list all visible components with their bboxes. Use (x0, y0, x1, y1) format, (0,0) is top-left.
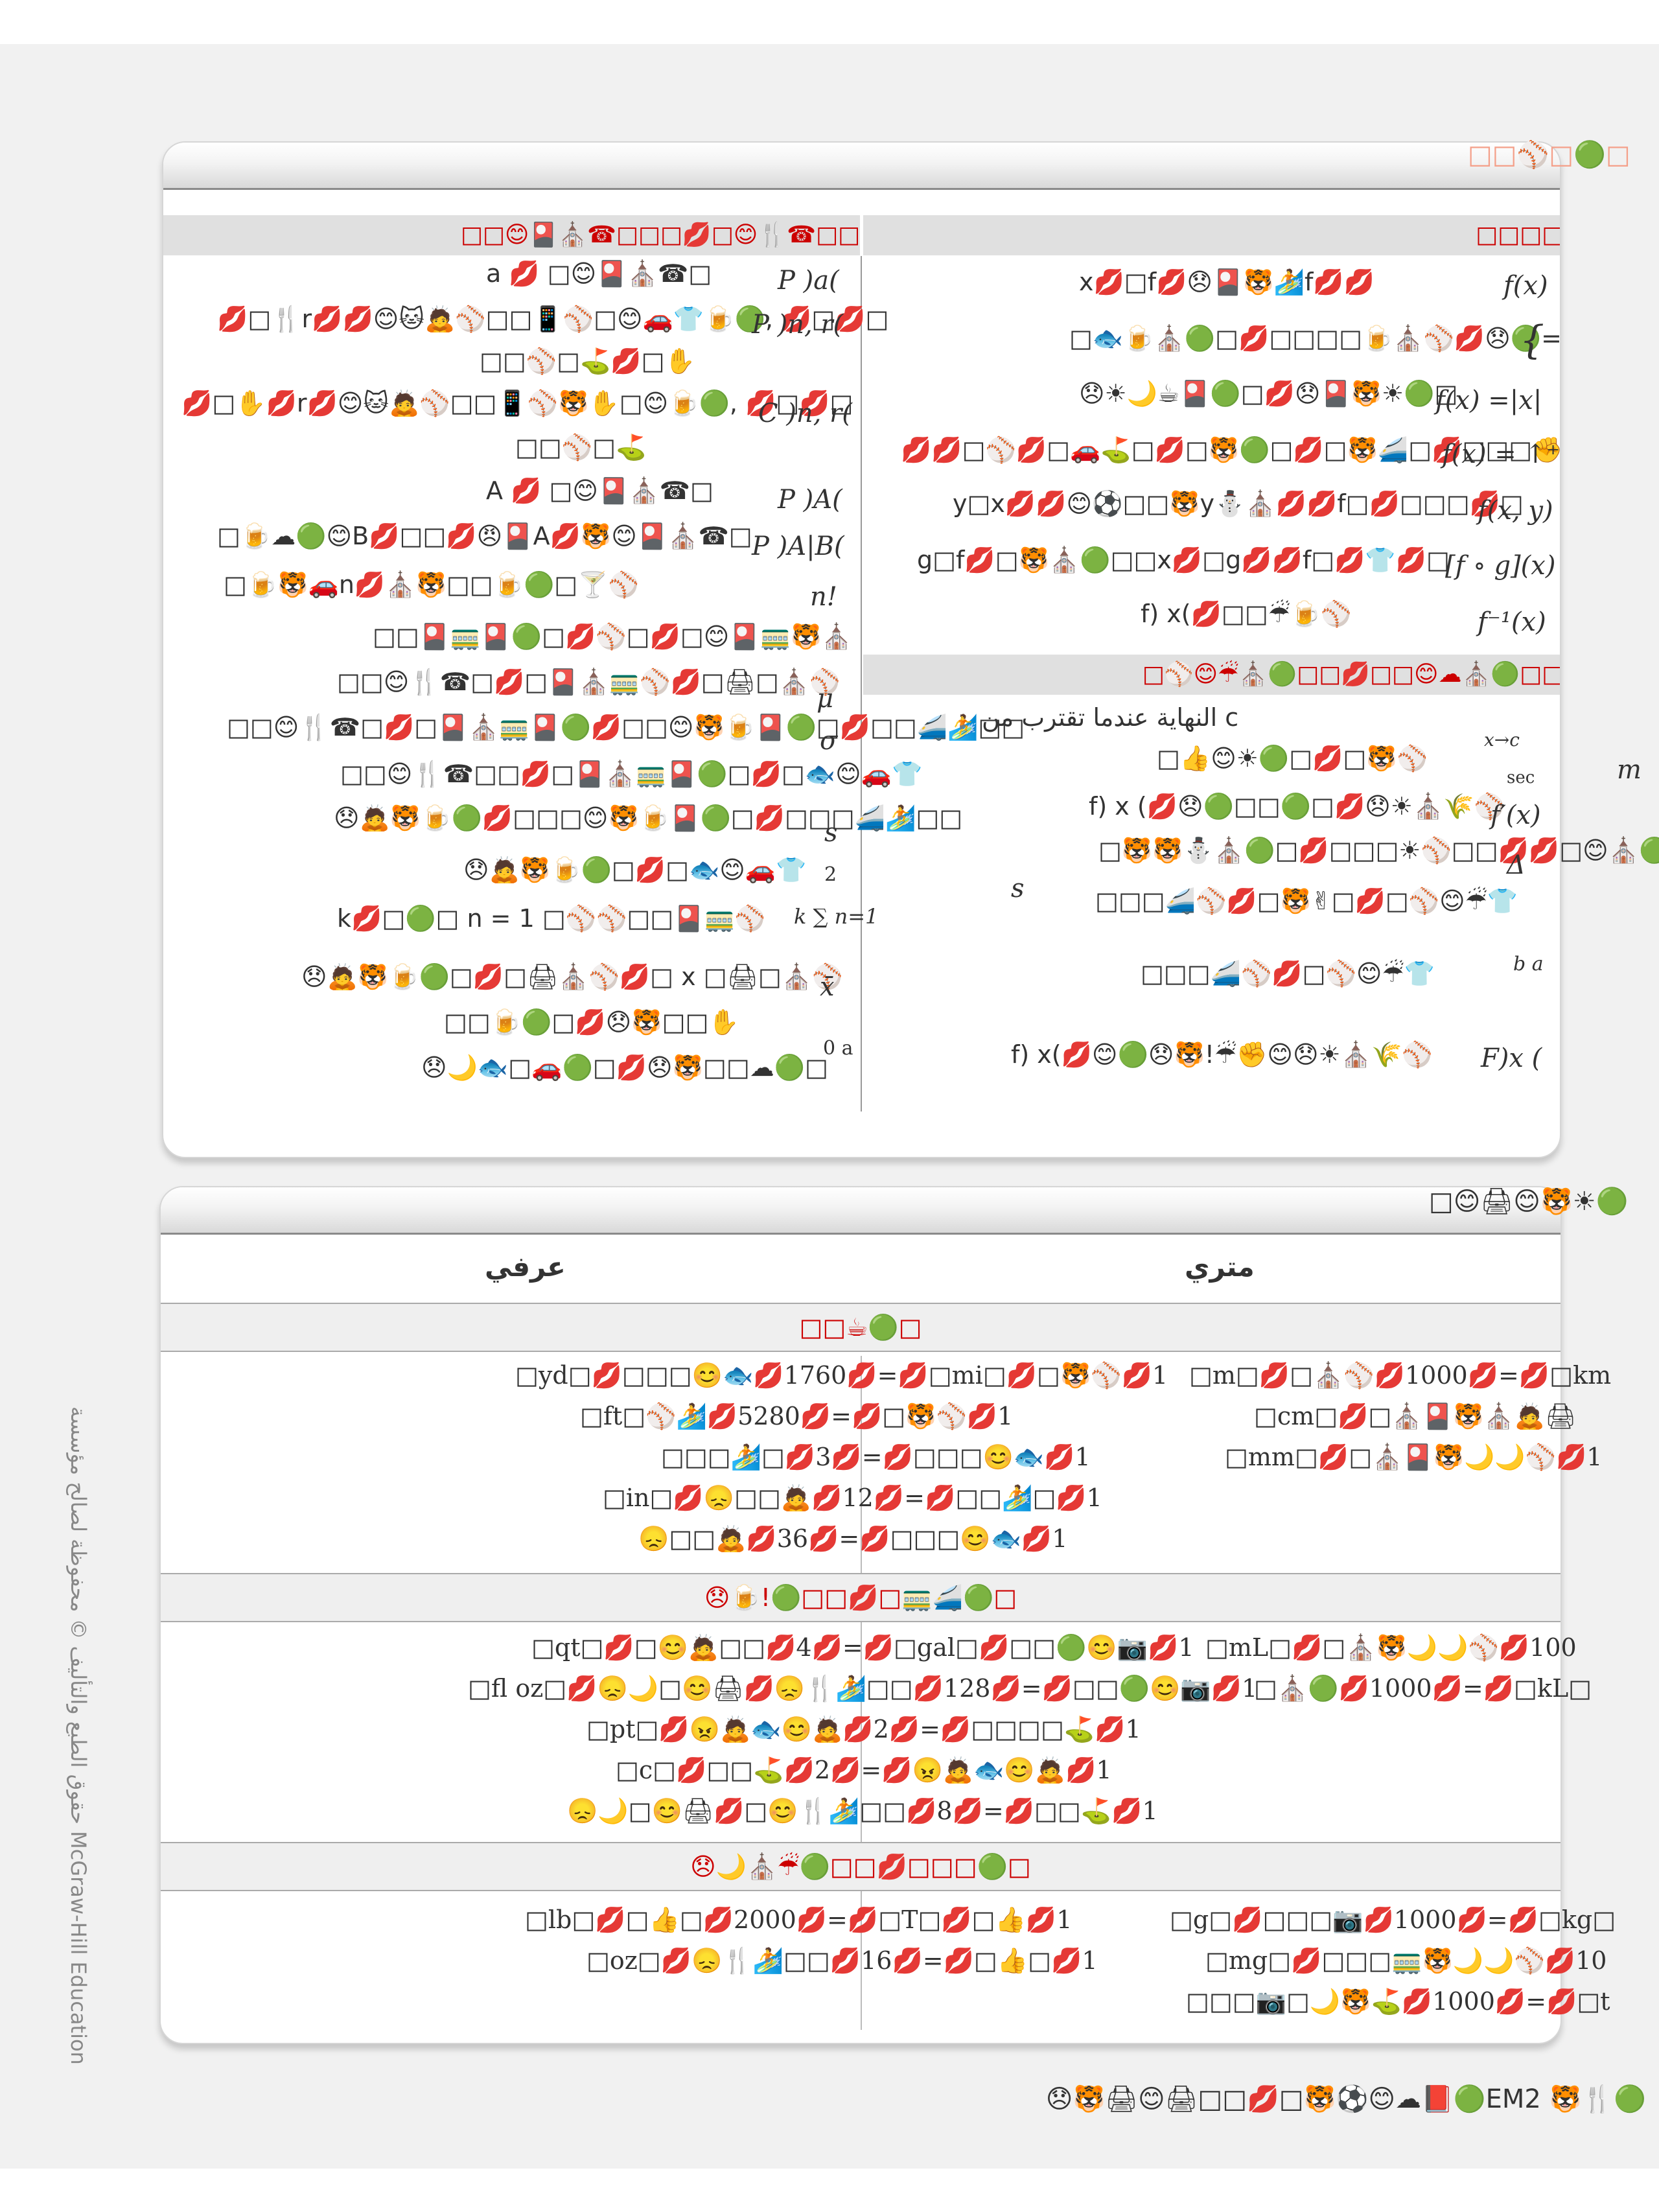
copyright-side-text: حقوق الطبع والتأليف © محفوظة لصالح مؤسسة… (66, 1406, 91, 2065)
right-row-symbol: { (1520, 318, 1545, 363)
limit-row-text: □□□🚄⚾💋□🐯✌□💋□⚾😊☔👕 (1095, 887, 1518, 915)
margin-label: m (1617, 755, 1642, 785)
customary-row: □yd□💋□□□😊🐟💋1760💋=💋□mi□💋□🐯⚾💋1 (515, 1361, 1168, 1390)
metric-row: □mm□💋□⛪🎴🐯🌙🌙⚾💋1 (1225, 1443, 1603, 1471)
metric-row: □□□📷□🌙🐯⛳💋1000💋=💋□t (1186, 1987, 1610, 2016)
metric-column-header: متري (1185, 1251, 1255, 1283)
limit-row-symbol: sec (1507, 768, 1535, 787)
length-band: □□☕🟢□ (161, 1303, 1560, 1352)
left-row-text: 💋□✋💋r💋😊🐱🙇⚾□□📱⚾🐯✋□😊🍺🟢, 💋□💋□ (181, 389, 853, 417)
right-row-symbol: f(x) =|x| (1435, 386, 1542, 415)
symbols-card: □□😊🎴⛪☎□□□💋□😊🍴☎□□ □□□□🟢□ □⚾😊☔⛪🟢□□💋□□😊☁⛪🟢□… (162, 141, 1561, 1158)
metric-row: □m□💋□⛪⚾💋1000💋=💋□km (1189, 1361, 1612, 1390)
customary-row: □oz□💋😞🍴🏄□□💋16💋=💋□👍□💋1 (586, 1946, 1098, 1975)
metric-row: □mL□💋□⛪🐯🌙🌙⚾💋100 (1205, 1633, 1577, 1662)
left-row-text: □🍺🐯🚗n💋⛪🐯□□🍺🟢□🍸⚾ (224, 570, 639, 599)
right-subheader: □□□□🟢□ (863, 215, 1560, 255)
left-row-symbol: C )n, r( (758, 399, 852, 428)
left-row-text: 😞🌙🐟□🚗🟢□💋😞🐯□□☁🟢□ (421, 1053, 828, 1082)
customary-row: □fl oz□💋😞🌙□😊🖨💋😞🍴🏄□□💋128💋=💋□□🟢😊📷💋1 (468, 1674, 1258, 1703)
left-row-text: A 💋 □😊🎴⛪☎□ (486, 476, 713, 505)
right-row-symbol: f(x) = ↑⁺ (1442, 439, 1560, 469)
metric-row: □⛪🟢💋1000💋=💋□kL□ (1254, 1674, 1592, 1703)
customary-row: □lb□💋□👍□💋2000💋=💋□T□💋□👍💋1 (525, 1905, 1073, 1934)
left-row-text: a 💋 □😊🎴⛪☎□ (486, 259, 712, 288)
left-row-text: 😞🙇🐯🍺🟢💋□□□😊🐯🍺🎴🟢□💋□□□🚄🏄□□ (334, 804, 963, 832)
left-row-symbol: n! (810, 582, 837, 612)
left-row-text: 😞🙇🐯🍺🟢□💋□🖨⛪⚾💋□ x □🖨□⛪⚾ (301, 962, 843, 991)
customary-row: □in□💋😞□□🙇💋12💋=💋□□🏄□💋1 (603, 1484, 1102, 1512)
left-row-symbol: σ (820, 726, 838, 756)
left-row-text: □□😊🍴☎□□💋□🎴⛪🚃🎴🟢□💋□🐟😊🚗👕 (340, 760, 923, 788)
left-row-symbol: x̄ (820, 972, 835, 1002)
customary-row: □c□💋□□⛳💋2💋=💋😠🙇🐟😊🙇💋1 (616, 1756, 1112, 1784)
limits-subheader: □⚾😊☔⛪🟢□□💋□□😊☁⛪🟢□□💋□ (863, 655, 1560, 695)
customary-row: □pt□💋😠🙇🐟😊🙇💋2💋=💋□□□□⛳💋1 (586, 1715, 1141, 1743)
card1-title: □□⚾□🟢□ (1468, 140, 1630, 170)
left-row-text: 😞🙇🐯🍺🟢□💋□🐟😊🚗👕 (463, 856, 807, 884)
customary-row: □□□🏄□💋3💋=💋□□□😊🐟💋1 (661, 1443, 1091, 1471)
customary-row: 😞🌙□😊🖨💋□😊🍴🏄□□💋8💋=💋□□⛳💋1 (567, 1797, 1158, 1825)
left-row-symbol: 2 (824, 863, 837, 886)
limit-row-symbol: s (1011, 874, 1025, 903)
right-row-symbol: f(x, y) (1478, 496, 1553, 526)
right-row-symbol: f⁻¹(x) (1478, 607, 1546, 637)
metric-row: □g□💋□□□📷💋1000💋=💋□kg□ (1170, 1905, 1616, 1934)
left-row-symbol: P )a( (778, 266, 839, 296)
limit-row-symbol: x→c (1484, 729, 1520, 751)
column-divider (861, 256, 862, 1112)
customary-row: 😞□□🙇💋36💋=💋□□□😊🐟💋1 (638, 1524, 1068, 1553)
limit-row-text: f) x (💋😞🟢□□🟢□💋😞☀⛪🌾⚾ (1089, 792, 1505, 821)
right-row-text: f) x(💋□□☔🍺⚾ (1141, 600, 1352, 628)
left-row-symbol: μ (817, 684, 833, 714)
left-row-text: □□🎴🚃🎴🟢□💋⚾□💋□😊🎴🚃🐯⛪ (373, 622, 852, 651)
capacity-band: 😞🍺!🟢□□💋□🚃🚄🟢□ (161, 1573, 1560, 1622)
left-row-symbol: k ∑ n=1 (794, 904, 879, 929)
page-footer: 😞🐯🖨😊🖨□□💋□🐯⚽😊☁📕🟢EM2 🐯🍴🟢 (1045, 2084, 1646, 2114)
right-row-text: 💋💋□⚾💋□🚗⛳□💋□🐯🟢□💋□🐯🚄□💋□□□✊ (901, 436, 1563, 464)
left-row-text: □🍺☁🟢😊B💋□□💋😠🎴A💋🐯😊🎴⛪☎□ (217, 522, 752, 550)
weight-band: 😞🌙⛪☔🟢□□💋□□□🟢□ (161, 1842, 1560, 1891)
left-row-text: 💋□🍴r💋💋😊🐱🙇⚾□□📱⚾□😊🚗👕🍺🟢, 💋□💋□ (217, 305, 889, 333)
right-row-symbol: [f ∘ g](x) (1445, 551, 1556, 581)
left-row-symbol: P )n, r( (752, 310, 844, 340)
metric-row: □mg□💋□□□🚃🐯🌙🌙⚾💋10 (1205, 1946, 1607, 1975)
customary-column-header: عرفي (485, 1251, 566, 1283)
limit-row-symbol: Δ (1507, 850, 1526, 880)
left-row-symbol: 0 a (823, 1037, 853, 1060)
left-row-symbol: P )A|B( (752, 531, 844, 561)
card2-title: □😊🖨😊🐯☀🟢 (1429, 1187, 1629, 1217)
customary-row: □qt□💋□😊🙇□□💋4💋=💋□gal□💋□□🟢😊📷💋1 (531, 1633, 1194, 1662)
limit-row-text: □🐯🐯⛄⛪🟢□💋□□□☀⚾□□💋💋□😊⛪🟢□ (1098, 836, 1659, 865)
limit-row-text: النهاية عندما تقترب من c (982, 703, 1239, 732)
limit-row-text: □□□🚄⚾💋□⚾😊☔👕 (1141, 959, 1435, 988)
left-row-text: □□🍺🟢□💋😞🐯□□✋ (444, 1008, 739, 1036)
left-row-text: k💋□🟢□ n = 1 □⚾⚾□□🎴🚃⚾ (337, 904, 766, 933)
table-divider (861, 1356, 862, 2030)
right-row-text: g□f💋□🐯⛪🟢□□x💋□g💋💋f□💋👕💋□ (917, 546, 1450, 574)
right-row-text: 😞☀🌙☕🎴🟢□💋😞🎴🐯☀🟢□ (1079, 379, 1458, 408)
limit-row-symbol: F)x ( (1481, 1043, 1542, 1073)
left-row-symbol: s (824, 818, 838, 848)
metric-row: □cm□💋□⛪🎴🐯⛪🙇🖨 (1254, 1402, 1577, 1430)
right-row-text: □🐟🍺⛪🟢□💋□□□□🍺⛪⚾💋😞🟢= (1069, 324, 1562, 353)
limit-row-text: f) x(💋😊🟢😞🐯!☔✊😊😞☀⛪🌾⚾ (1011, 1040, 1433, 1069)
right-row-text: y□x💋💋😊⚽□□🐯y⛄⛪💋💋f□💋□□□💋□ (953, 489, 1524, 518)
left-row-text: □□😊🍴☎□💋□🎴⛪🚃⚾💋□🖨□⛪⚾ (337, 668, 841, 696)
limit-row-symbol: f′(x) (1491, 800, 1541, 830)
left-subheader: □□😊🎴⛪☎□□□💋□😊🍴☎□□ (163, 215, 860, 255)
card-title-bar (163, 143, 1560, 190)
left-row-text: □□⚾□⛳💋□✋ (480, 347, 695, 375)
right-row-symbol: f(x) (1503, 271, 1548, 301)
left-row-text: □□⚾□⛳ (515, 433, 647, 461)
limit-row-text: □👍😊☀🟢□💋□🐯⚾ (1157, 744, 1428, 773)
customary-row: □ft□⚾🏄💋5280💋=💋□🐯⚾💋1 (580, 1402, 1014, 1430)
right-row-text: x💋□f💋😞🎴🐯🏄f💋💋 (1079, 268, 1375, 296)
limit-row-symbol: b a (1513, 953, 1544, 975)
card-title-bar (161, 1187, 1560, 1235)
left-row-symbol: P )A( (778, 485, 842, 515)
left-row-text: □□😊🍴☎□💋□🎴⛪🚃🎴🟢💋□□😊🐯🍺🎴🟢□💋□□🚄🏄□□ (227, 713, 1025, 741)
measures-card: متري عرفي □□☕🟢□ 😞🍺!🟢□□💋□🚃🚄🟢□ 😞🌙⛪☔🟢□□💋□□□… (159, 1186, 1562, 2044)
